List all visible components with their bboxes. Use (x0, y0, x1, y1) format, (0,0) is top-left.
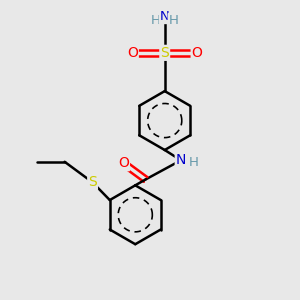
Text: S: S (160, 46, 169, 60)
Text: H: H (151, 14, 161, 27)
Text: H: H (189, 156, 199, 169)
Text: H: H (169, 14, 178, 27)
Text: S: S (88, 176, 97, 189)
Text: O: O (192, 46, 203, 60)
Text: O: O (127, 46, 138, 60)
Text: O: O (118, 156, 129, 170)
Text: N: N (176, 153, 186, 167)
Text: N: N (160, 10, 169, 23)
